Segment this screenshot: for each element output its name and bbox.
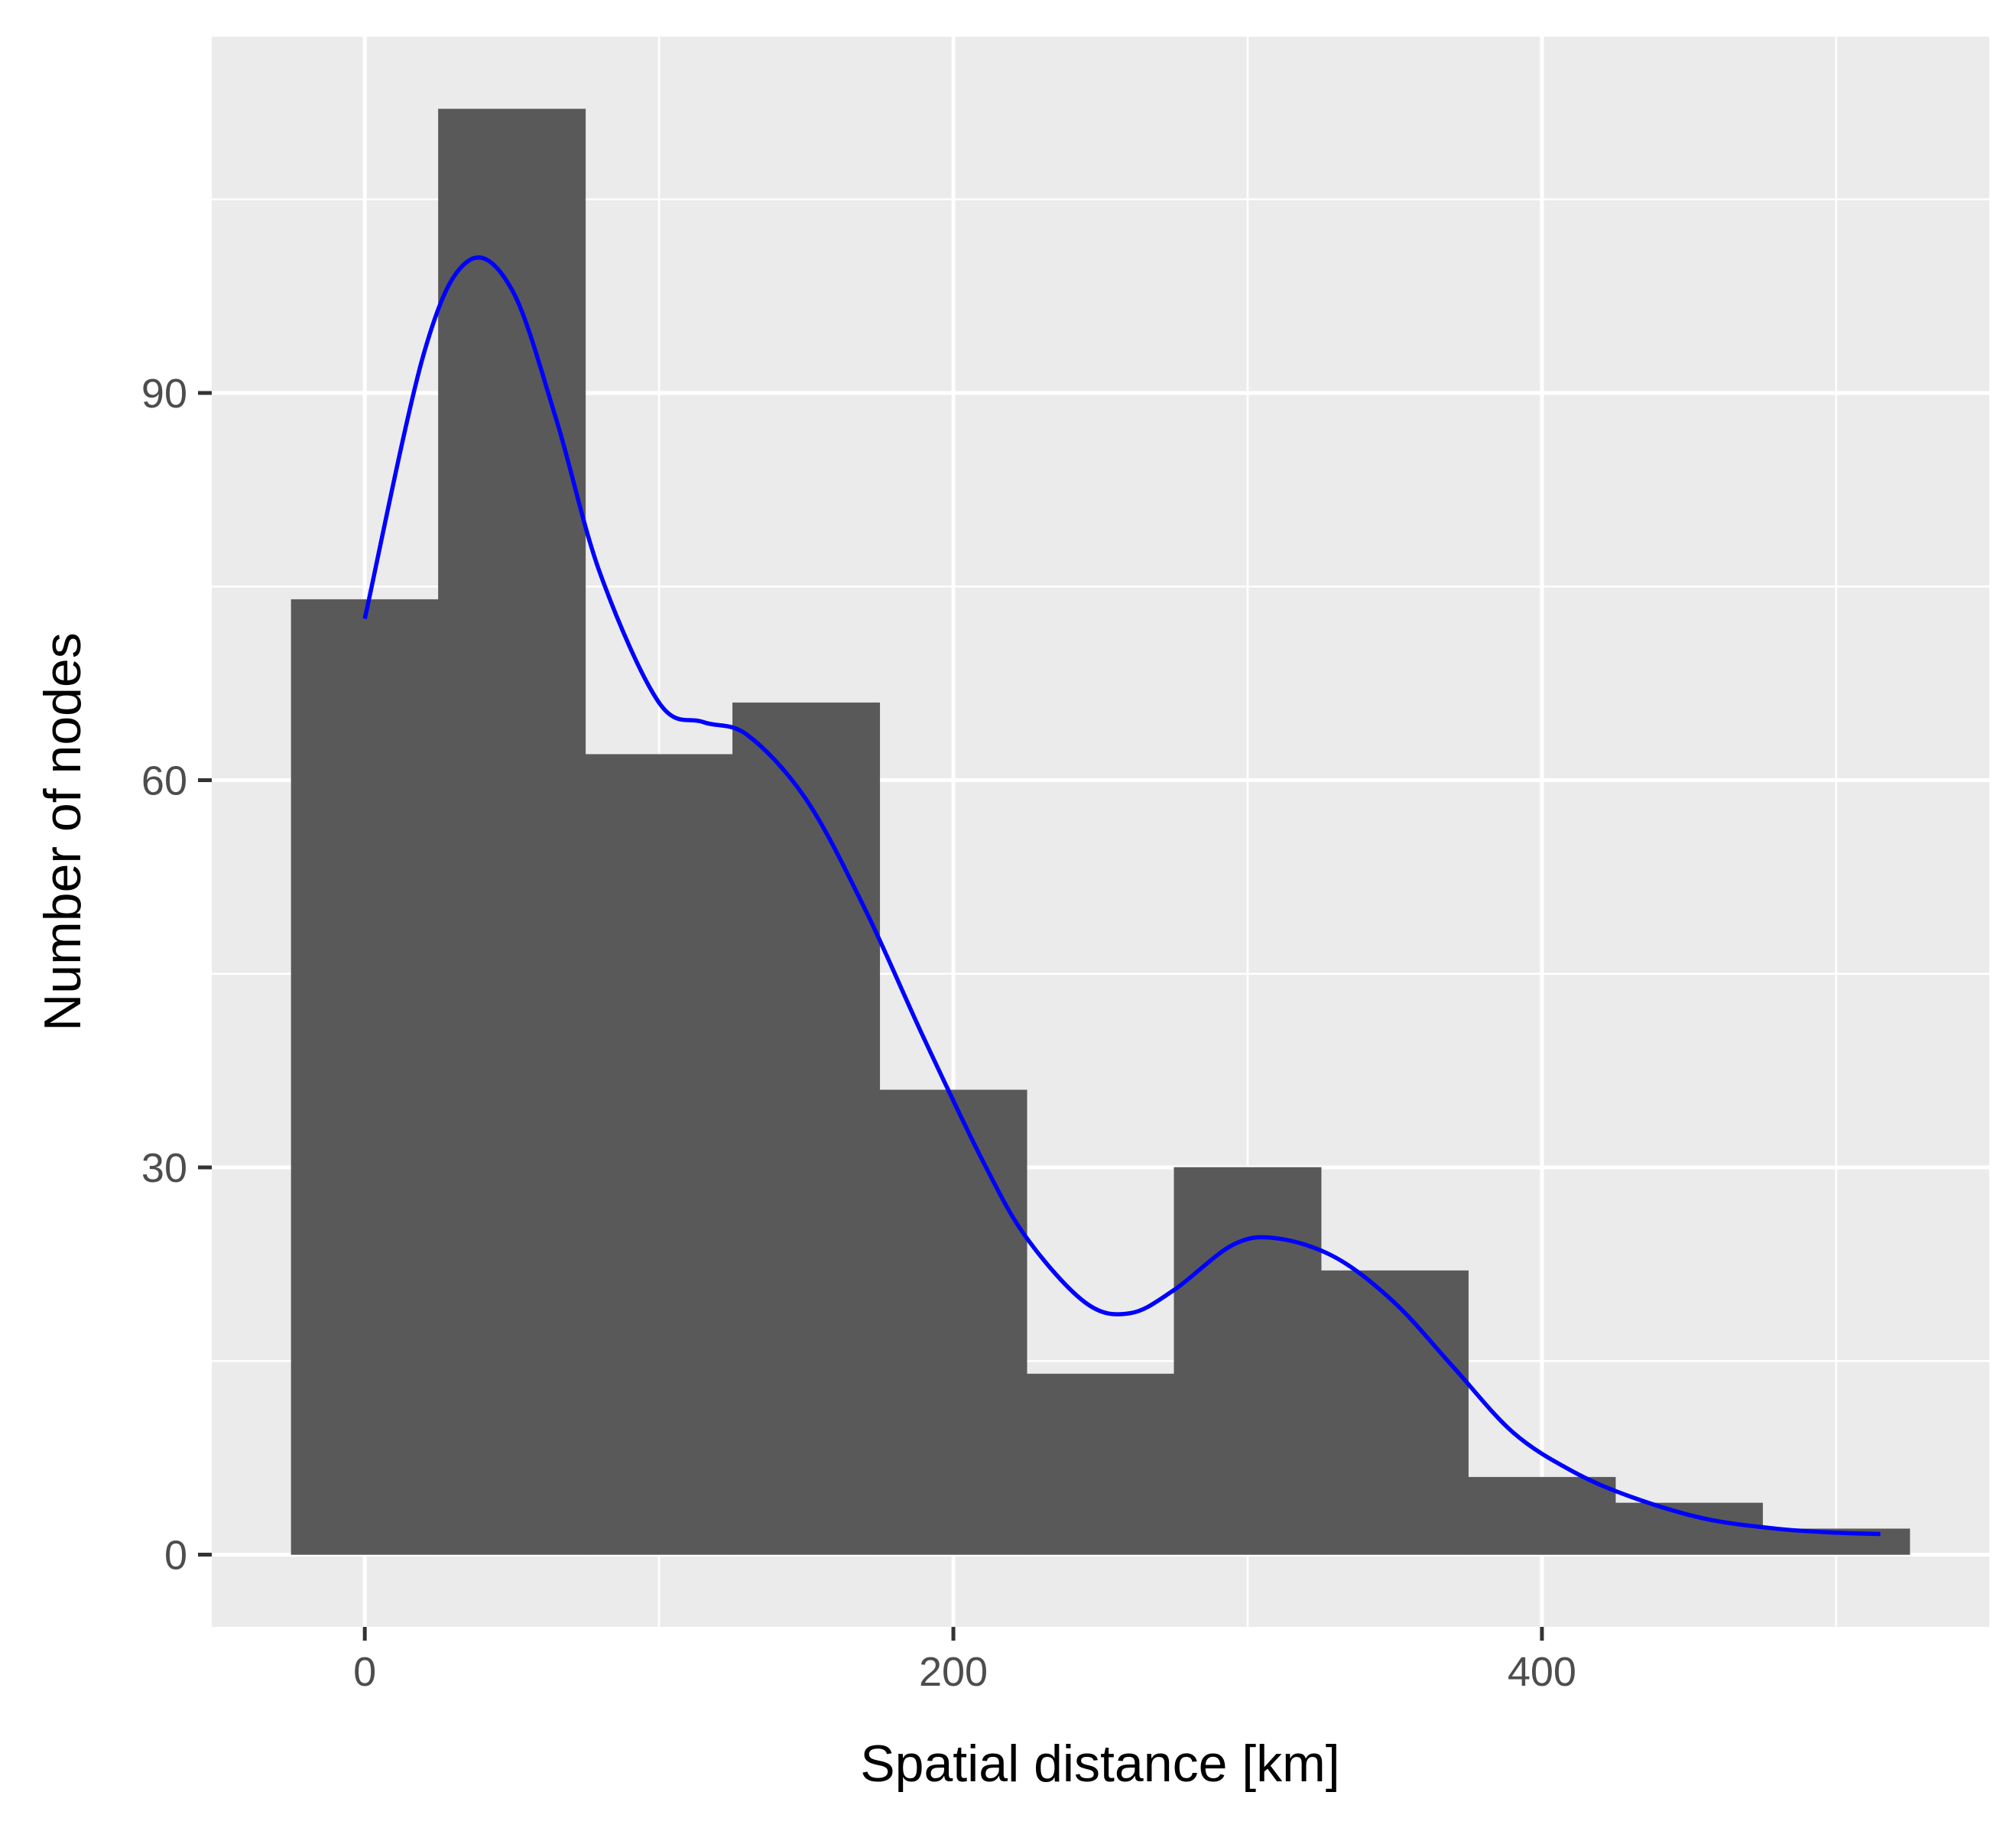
y-tick-label: 30 [141, 1145, 187, 1191]
y-axis-title: Number of nodes [34, 632, 92, 1031]
histogram-bars [291, 109, 1910, 1555]
y-tick-label: 0 [164, 1532, 187, 1578]
histogram-bar [1027, 1373, 1174, 1555]
y-tick-labels: 0 30 60 90 [141, 371, 187, 1578]
x-axis-title: Spatial distance [km] [860, 1735, 1339, 1793]
x-tick-labels: 0 200 400 [353, 1649, 1576, 1695]
y-tick-label: 90 [141, 371, 187, 417]
axis-ticks [198, 391, 1544, 1641]
histogram-bar [1174, 1167, 1322, 1555]
histogram-bar [732, 702, 881, 1555]
histogram-bar [585, 754, 733, 1555]
histogram-bar [438, 109, 586, 1555]
x-tick-label: 0 [353, 1649, 376, 1695]
histogram-bar [291, 599, 439, 1555]
x-tick-label: 200 [919, 1649, 988, 1695]
histogram-bar [1320, 1270, 1469, 1555]
histogram-bar [879, 1089, 1027, 1555]
y-tick-label: 60 [141, 758, 187, 804]
x-tick-label: 400 [1508, 1649, 1576, 1695]
histogram-bar [1615, 1502, 1763, 1555]
density-curve [362, 255, 1881, 1537]
histogram-bar [1468, 1476, 1616, 1555]
